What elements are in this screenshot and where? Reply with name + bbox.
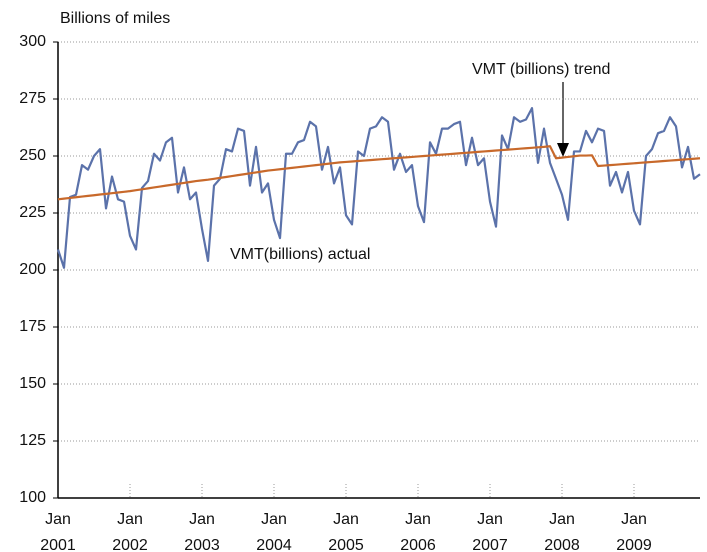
x-tick-label: Jan 2004 — [256, 511, 292, 552]
series-line — [57, 145, 701, 201]
series-label: VMT (billions) trend — [472, 61, 610, 78]
x-tick-label: Jan 2002 — [112, 511, 148, 552]
series-label: VMT(billions) actual — [230, 246, 370, 263]
y-tick-label: 225 — [19, 204, 46, 221]
x-tick-label: Jan 2003 — [184, 511, 220, 552]
x-tick-label: Jan 2008 — [544, 511, 580, 552]
y-tick-label: 300 — [19, 33, 46, 50]
y-tick-label: 250 — [19, 147, 46, 164]
x-tick-label: Jan 2006 — [400, 511, 436, 552]
y-tick-label: 175 — [19, 318, 46, 335]
y-tick-label: 150 — [19, 375, 46, 392]
x-tick-label: Jan 2009 — [616, 511, 652, 552]
y-tick-label: 100 — [19, 489, 46, 506]
y-tick-label: 125 — [19, 432, 46, 449]
x-tick-label: Jan 2007 — [472, 511, 508, 552]
series-line — [56, 107, 701, 269]
arrow-head — [557, 143, 569, 157]
y-tick-label: 275 — [19, 90, 46, 107]
y-axis-label: Billions of miles — [60, 10, 170, 27]
x-tick-label: Jan 2005 — [328, 511, 364, 552]
x-tick-label: Jan 2001 — [40, 511, 76, 552]
y-tick-label: 200 — [19, 261, 46, 278]
